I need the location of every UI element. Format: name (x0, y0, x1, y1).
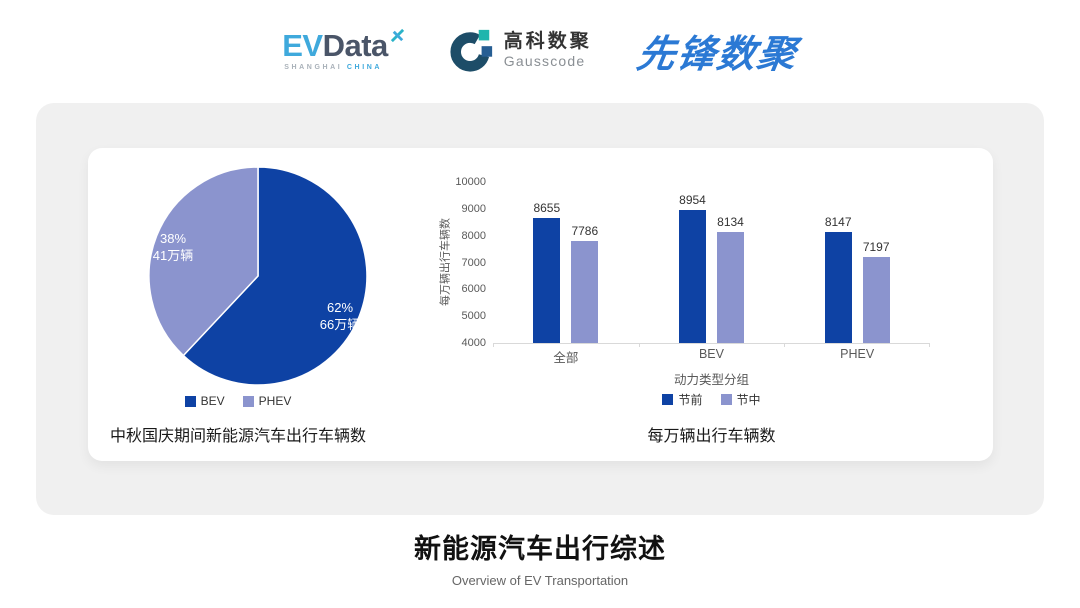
legend-swatch (720, 394, 732, 405)
x-axis-tick (929, 343, 930, 347)
pie-chart-title: 中秋国庆期间新能源汽车出行车辆数 (109, 428, 366, 445)
pie-label-bev: 62% 66万辆 (295, 299, 385, 333)
legend-swatch (242, 395, 254, 407)
bar-节中-全部 (571, 241, 599, 343)
gausscode-name-en: Gausscode (503, 53, 586, 70)
y-tick-label: 4000 (461, 337, 486, 349)
legend-label: PHEV (258, 394, 292, 408)
category-label-全部: 全部 (553, 351, 579, 365)
y-tick-label: 6000 (461, 283, 486, 296)
bev-percent-label: 62% (326, 300, 354, 315)
bar-value-label: 7786 (571, 224, 599, 239)
header-logos: EVData SHANGHAI CHINA 高科数聚 Gausscode 先锋数… (0, 16, 1080, 84)
footer: 新能源汽车出行综述 Overview of EV Transportation (0, 527, 1080, 588)
report-title: 新能源汽车出行综述 (414, 534, 666, 564)
gausscode-logo: 高科数聚 Gausscode (449, 27, 592, 73)
bar-plot-area: 8655 7786 8954 8134 8147 7197 (493, 182, 930, 347)
bar-x-axis-categories: 全部 BEV PHEV (493, 347, 930, 365)
legend-item-节前: 节前 (662, 391, 703, 408)
bar-节中-BEV (717, 232, 744, 343)
bar-y-axis-ticks: 10000 9000 8000 7000 6000 5000 4000 (398, 176, 486, 349)
bar-节中-PHEV (862, 257, 890, 343)
evdata-x-icon (390, 17, 405, 48)
evdata-logo: EVData SHANGHAI CHINA (282, 27, 404, 71)
pie-label-phev: 38% 41万辆 (128, 230, 218, 264)
legend-swatch (662, 394, 674, 405)
bar-value-label: 8147 (824, 214, 852, 229)
legend-swatch (184, 395, 196, 407)
pioneer-logo: 先锋数聚 (633, 33, 801, 76)
evdata-ev-text: EV (282, 27, 323, 63)
bar-节前-全部 (533, 218, 561, 343)
evdata-china-text: CHINA (346, 63, 383, 71)
category-label-BEV: BEV (698, 347, 724, 361)
evdata-data-text: Data (322, 27, 389, 63)
x-axis-tick (638, 343, 640, 347)
bar-value-label: 8134 (717, 215, 744, 230)
evdata-shanghai-text: SHANGHAI (284, 63, 343, 71)
bar-x-axis-title: 动力类型分组 (673, 373, 749, 387)
legend-item-节中: 节中 (720, 391, 761, 408)
report-subtitle: Overview of EV Transportation (451, 573, 629, 588)
pie-slice-phev (148, 166, 259, 357)
gausscode-text: 高科数聚 Gausscode (504, 31, 592, 70)
gausscode-name-cn: 高科数聚 (503, 30, 592, 52)
y-tick-label: 7000 (461, 256, 486, 269)
bar-legend: 节前 节中 (493, 391, 930, 408)
phev-percent-label: 38% (159, 231, 187, 246)
bar-value-label: 7197 (862, 240, 890, 255)
bev-count-label: 66万辆 (319, 317, 361, 332)
x-axis-tick (784, 343, 786, 347)
charts-card: 38% 41万辆 62% 66万辆 BEV PHEV 中秋国庆期间新能源汽车出行车… (88, 148, 993, 461)
bar-节前-BEV (679, 210, 706, 343)
evdata-tagline: SHANGHAI CHINA (282, 64, 403, 71)
pie-chart (148, 166, 368, 386)
legend-item-BEV: BEV (184, 394, 225, 408)
legend-item-PHEV: PHEV (242, 394, 292, 408)
gausscode-g-icon (450, 29, 492, 72)
pie-slice-bev (182, 166, 368, 386)
y-tick-label: 5000 (461, 310, 486, 323)
pie-legend: BEV PHEV (88, 394, 388, 408)
x-axis-tick (493, 343, 494, 347)
legend-label: BEV (200, 394, 225, 408)
category-label-PHEV: PHEV (840, 347, 875, 361)
bar-value-label: 8655 (533, 201, 561, 216)
y-tick-label: 8000 (461, 229, 486, 242)
y-tick-label: 9000 (461, 202, 486, 215)
report-panel: 38% 41万辆 62% 66万辆 BEV PHEV 中秋国庆期间新能源汽车出行车… (36, 103, 1044, 515)
phev-count-label: 41万辆 (152, 248, 194, 263)
bar-chart-title: 每万辆出行车辆数 (647, 428, 776, 445)
legend-label: 节前 (678, 393, 703, 407)
legend-label: 节中 (736, 393, 761, 407)
bar-节前-PHEV (824, 231, 852, 343)
y-tick-label: 10000 (455, 176, 486, 188)
bar-value-label: 8954 (679, 193, 706, 208)
evdata-wordmark: EVData (282, 27, 404, 63)
